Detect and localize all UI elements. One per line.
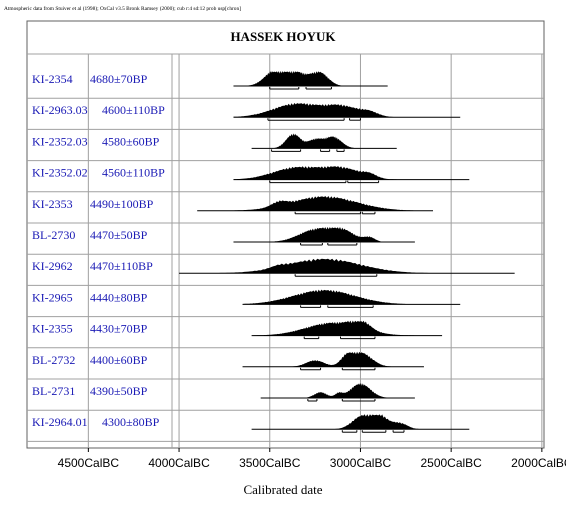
sample-lab-id: KI-2355 bbox=[32, 322, 73, 336]
x-tick-label: 3000CalBC bbox=[330, 456, 392, 470]
sample-row: KI-2964.01 4300±80BP bbox=[27, 414, 544, 442]
x-tick-label: 3500CalBC bbox=[239, 456, 301, 470]
sample-age: 4390±50BP bbox=[90, 384, 148, 398]
sample-row: KI-2354 4680±70BP bbox=[27, 71, 544, 99]
sample-lab-id: BL-2731 bbox=[32, 384, 75, 398]
probability-distribution bbox=[242, 289, 461, 305]
sample-lab-id: KI-2352.02 bbox=[32, 166, 88, 180]
sample-row: KI-2352.03 4580±60BP bbox=[27, 133, 544, 162]
header-note: Atmospheric data from Stuiver et al (199… bbox=[4, 5, 241, 12]
sample-age: 4470±50BP bbox=[90, 228, 148, 242]
sample-lab-id: KI-2963.03 bbox=[32, 103, 88, 117]
probability-distribution bbox=[233, 71, 388, 86]
sample-lab-id: KI-2352.03 bbox=[32, 134, 88, 148]
sample-age: 4580±60BP bbox=[102, 134, 160, 148]
sample-row: KI-2965 4440±80BP bbox=[27, 289, 544, 318]
sample-lab-id: KI-2353 bbox=[32, 197, 73, 211]
probability-distribution bbox=[233, 166, 470, 180]
probability-distribution bbox=[251, 414, 470, 430]
x-tick-label: 4500CalBC bbox=[58, 456, 120, 470]
sample-row: KI-2355 4430±70BP bbox=[27, 320, 544, 349]
sample-lab-id: KI-2354 bbox=[32, 72, 73, 86]
x-tick-label: 4000CalBC bbox=[148, 456, 210, 470]
probability-distribution bbox=[260, 383, 415, 398]
chart-title: HASSEK HOYUK bbox=[230, 29, 336, 44]
sample-row: KI-2963.03 4600±110BP bbox=[27, 103, 544, 130]
probability-distribution bbox=[179, 258, 515, 274]
sample-row: BL-2731 4390±50BP bbox=[27, 383, 544, 411]
probability-distribution bbox=[197, 196, 434, 211]
probability-distribution bbox=[233, 227, 415, 242]
sample-age: 4440±80BP bbox=[90, 290, 148, 304]
probability-distribution bbox=[251, 320, 443, 336]
sample-age: 4600±110BP bbox=[102, 103, 165, 117]
sample-row: BL-2730 4470±50BP bbox=[27, 227, 544, 255]
x-axis-ticks: 4500CalBC 4000CalBC 3500CalBC 3000CalBC 2500… bbox=[58, 448, 566, 470]
sample-row: KI-2353 4490±100BP bbox=[27, 196, 544, 224]
probability-distribution bbox=[251, 133, 397, 149]
sample-lab-id: KI-2965 bbox=[32, 290, 73, 304]
sample-lab-id: KI-2964.01 bbox=[32, 415, 88, 429]
sample-age: 4490±100BP bbox=[90, 197, 154, 211]
sample-row: BL-2732 4400±60BP bbox=[27, 351, 544, 380]
sample-lab-id: KI-2962 bbox=[32, 259, 73, 273]
sample-age: 4430±70BP bbox=[90, 322, 148, 336]
sample-row: KI-2352.02 4560±110BP bbox=[27, 166, 544, 193]
sample-age: 4560±110BP bbox=[102, 166, 165, 180]
sample-age: 4680±70BP bbox=[90, 72, 148, 86]
probability-distribution bbox=[233, 103, 461, 118]
sample-age: 4400±60BP bbox=[90, 353, 148, 367]
sample-age: 4470±110BP bbox=[90, 259, 153, 273]
sample-lab-id: BL-2732 bbox=[32, 353, 75, 367]
sample-lab-id: BL-2730 bbox=[32, 228, 75, 242]
sample-row: KI-2962 4470±110BP bbox=[27, 258, 544, 286]
x-axis-label: Calibrated date bbox=[243, 482, 322, 497]
plot-frame bbox=[26, 20, 545, 449]
x-tick-label: 2500CalBC bbox=[420, 456, 482, 470]
sample-age: 4300±80BP bbox=[102, 415, 160, 429]
